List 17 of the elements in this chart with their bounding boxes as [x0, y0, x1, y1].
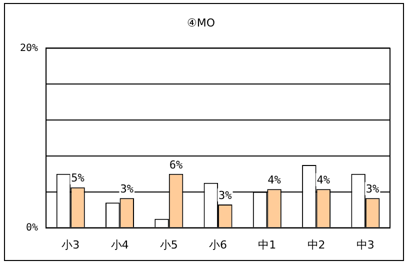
y-tick-label: 0% — [26, 222, 38, 234]
data-label: 3% — [120, 182, 134, 196]
x-tick-label: 小6 — [209, 238, 228, 252]
chart-title: ④MO — [186, 16, 216, 30]
x-tick-label: 小3 — [62, 238, 80, 252]
data-label: 3% — [218, 188, 232, 202]
x-tick-label: 小4 — [110, 238, 129, 252]
data-label: 5% — [71, 172, 85, 185]
data-label: 4% — [268, 174, 282, 187]
x-tick-label: 中2 — [307, 238, 326, 252]
y-tick-label: 20% — [20, 42, 38, 54]
x-tick-label: 中1 — [258, 238, 276, 252]
data-label: 6% — [169, 158, 184, 172]
data-label: 4% — [316, 174, 330, 187]
data-label: 3% — [366, 182, 380, 196]
x-tick-label: 小5 — [160, 238, 178, 252]
x-tick-label: 中3 — [356, 238, 374, 252]
